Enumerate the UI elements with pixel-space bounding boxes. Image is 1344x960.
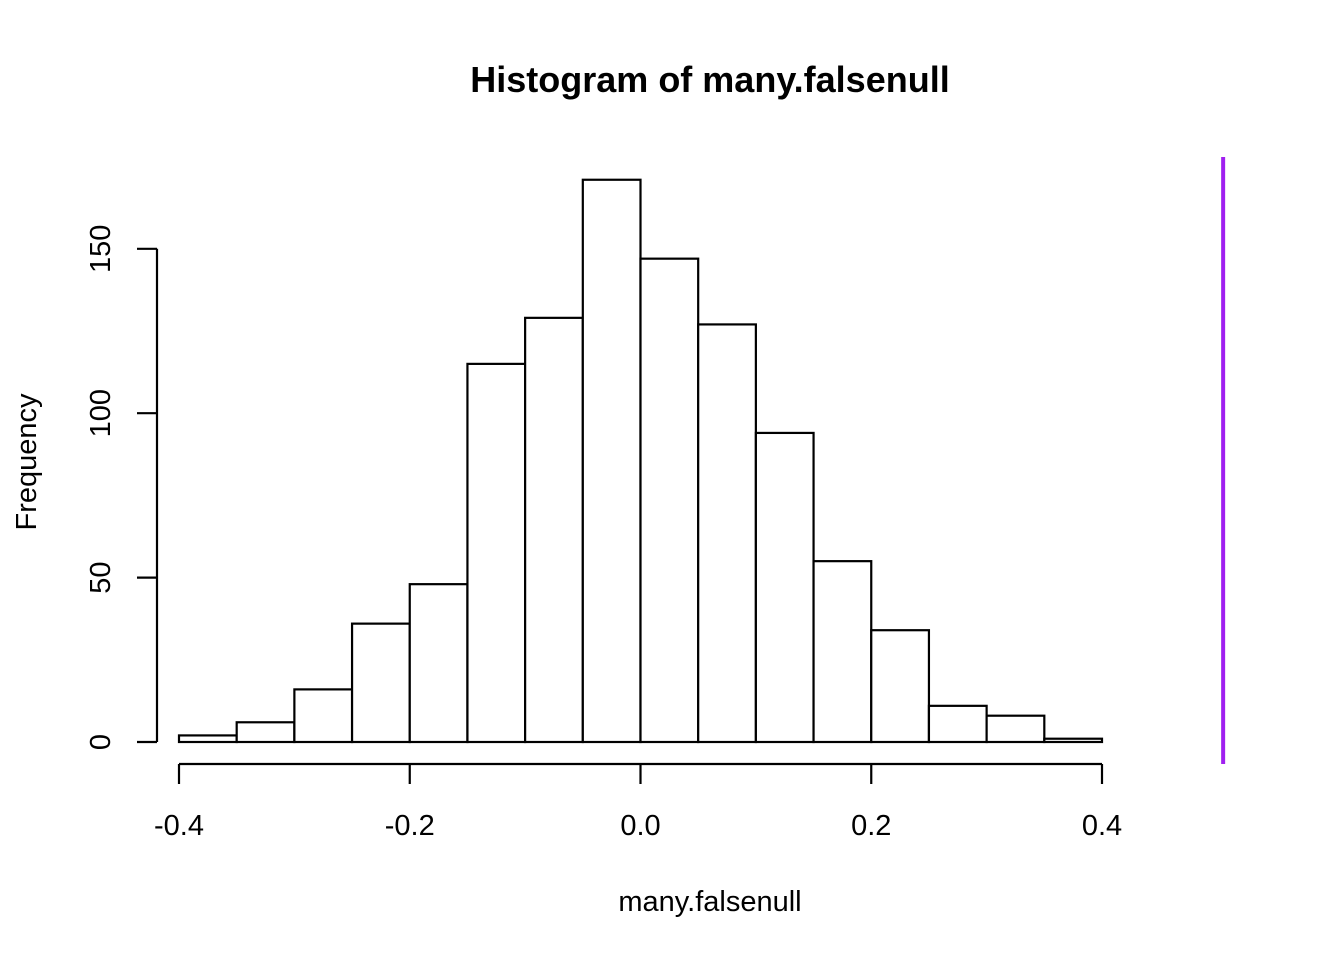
histogram-bar [524, 316, 584, 744]
x-tick-label: 0.0 [620, 810, 660, 842]
x-tick-label: -0.4 [154, 810, 204, 842]
histogram-bar [177, 734, 238, 744]
histogram-bar [697, 323, 757, 744]
y-tick-label: 100 [85, 389, 117, 437]
histogram-bar [466, 362, 527, 744]
y-tick-label: 0 [85, 734, 117, 750]
chart-title: Histogram of many.falsenull [470, 59, 949, 100]
x-axis: -0.4 -0.2 0.0 0.2 0.4 [154, 762, 1122, 842]
histogram-bar [293, 688, 354, 744]
x-tick-label: 0.4 [1082, 810, 1122, 842]
histogram-bar [927, 704, 988, 744]
histogram-bar [754, 431, 815, 744]
histogram-bar [408, 583, 469, 744]
histogram-bar [985, 714, 1046, 744]
y-axis-label: Frequency [11, 393, 43, 531]
x-axis-label: many.falsenull [618, 886, 801, 918]
x-tick-label: 0.2 [851, 810, 891, 842]
y-tick-label: 50 [85, 561, 117, 593]
histogram-bar [812, 560, 873, 744]
histogram-bar [639, 257, 700, 744]
histogram-bar [581, 178, 642, 744]
bars-group [177, 178, 1104, 744]
histogram-bar [350, 622, 411, 744]
histogram-bar [1043, 737, 1104, 744]
y-axis: 0 50 100 150 [85, 225, 159, 750]
histogram-bar [235, 721, 296, 744]
y-tick-label: 150 [85, 225, 117, 273]
x-tick-label: -0.2 [385, 810, 435, 842]
histogram-bar [870, 629, 931, 744]
